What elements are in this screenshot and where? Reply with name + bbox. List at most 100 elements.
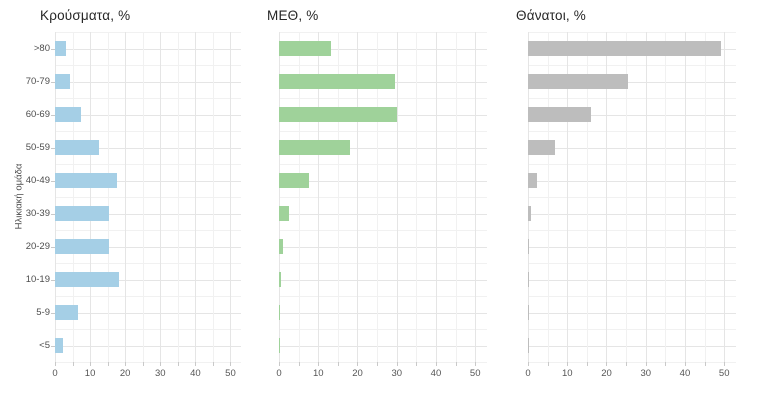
- gridline-vertical: [704, 32, 706, 362]
- gridline-horizontal-minor: [279, 98, 487, 99]
- gridline-vertical: [455, 32, 457, 362]
- x-axis-tick-label: 20: [119, 368, 131, 379]
- x-axis-tick-label: 30: [391, 368, 403, 379]
- y-axis-tick: [51, 279, 55, 281]
- gridline-horizontal-minor: [55, 230, 241, 231]
- gridline-horizontal-major: [279, 246, 487, 248]
- y-axis-category-label: <5: [39, 340, 50, 351]
- x-axis-tick: [160, 362, 162, 366]
- y-axis-category-label: >80: [33, 43, 50, 54]
- x-axis-tick-label: 50: [225, 368, 236, 379]
- bar: [528, 305, 529, 320]
- chart-title-icu: ΜΕΘ, %: [267, 8, 319, 23]
- gridline-horizontal-minor: [528, 263, 736, 264]
- gridline-vertical: [72, 32, 74, 362]
- x-axis-tick-label: 0: [52, 368, 58, 379]
- gridline-horizontal-minor: [279, 362, 487, 363]
- x-axis-tick-label: 10: [561, 368, 573, 379]
- bar: [55, 173, 118, 188]
- gridline-horizontal-minor: [55, 32, 241, 33]
- gridline-horizontal-minor: [55, 98, 241, 99]
- x-axis-tick: [435, 362, 437, 366]
- gridline-horizontal-major: [55, 114, 241, 116]
- gridline-horizontal-major: [528, 147, 736, 149]
- x-axis-tick: [195, 362, 197, 366]
- gridline-vertical: [142, 32, 144, 362]
- gridline-vertical: [567, 32, 569, 362]
- y-axis-category-label: 40-49: [25, 175, 50, 186]
- x-axis-tick: [724, 362, 726, 366]
- x-axis-tick-label: 0: [525, 368, 531, 379]
- bar: [55, 107, 82, 122]
- gridline-vertical: [90, 32, 92, 362]
- gridline-horizontal-major: [279, 147, 487, 149]
- gridline-horizontal-minor: [279, 32, 487, 33]
- y-axis-title: Ηλικιακή ομάδα: [13, 163, 25, 230]
- gridline-horizontal-major: [55, 279, 241, 281]
- y-axis-category-label: 50-59: [25, 142, 50, 153]
- gridline-vertical: [528, 32, 529, 362]
- x-axis-tick: [567, 362, 569, 366]
- x-axis-tick-label: 40: [190, 368, 201, 379]
- bar: [55, 41, 66, 56]
- gridline-vertical: [177, 32, 179, 362]
- bar: [279, 173, 310, 188]
- bar: [528, 74, 628, 89]
- x-axis-tick: [626, 362, 628, 366]
- chart-title-cases: Κρούσματα, %: [40, 8, 131, 23]
- x-axis-tick: [665, 362, 667, 366]
- gridline-horizontal-minor: [279, 131, 487, 132]
- gridline-horizontal-major: [55, 345, 241, 347]
- y-axis-tick: [51, 114, 55, 116]
- y-axis-tick: [51, 213, 55, 215]
- gridline-vertical: [475, 32, 477, 362]
- gridline-horizontal-minor: [528, 32, 736, 33]
- gridline-vertical: [107, 32, 109, 362]
- gridline-vertical: [377, 32, 379, 362]
- gridline-vertical: [279, 32, 280, 362]
- bar: [279, 338, 280, 353]
- gridline-vertical: [298, 32, 300, 362]
- bar: [528, 272, 529, 287]
- gridline-horizontal-minor: [528, 230, 736, 231]
- gridline-horizontal-minor: [528, 296, 736, 297]
- x-axis-tick: [107, 362, 109, 366]
- gridline-horizontal-major: [279, 345, 487, 347]
- gridline-vertical: [125, 32, 127, 362]
- x-axis-tick-label: 10: [312, 368, 324, 379]
- gridline-horizontal-minor: [279, 263, 487, 264]
- bar: [279, 74, 395, 89]
- gridline-vertical: [586, 32, 588, 362]
- x-axis-tick: [177, 362, 179, 366]
- y-axis-tick: [51, 81, 55, 83]
- x-axis-tick: [72, 362, 74, 366]
- x-axis-tick: [416, 362, 418, 366]
- gridline-horizontal-major: [279, 213, 487, 215]
- x-axis-tick: [606, 362, 608, 366]
- gridline-horizontal-major: [55, 48, 241, 50]
- gridline-horizontal-major: [528, 81, 736, 83]
- gridline-horizontal-minor: [55, 296, 241, 297]
- gridline-horizontal-major: [279, 180, 487, 182]
- y-axis-tick: [51, 48, 55, 50]
- bar: [279, 272, 281, 287]
- x-axis-tick-label: 20: [601, 368, 612, 379]
- bar: [55, 74, 70, 89]
- gridline-vertical: [318, 32, 320, 362]
- gridline-horizontal-major: [279, 279, 487, 281]
- x-axis-tick: [704, 362, 706, 366]
- gridline-horizontal-minor: [55, 263, 241, 264]
- chart-title-deaths: Θάνατοι, %: [516, 8, 587, 23]
- bar: [279, 305, 280, 320]
- gridline-vertical: [606, 32, 608, 362]
- gridline-horizontal-major: [55, 81, 241, 83]
- bar: [279, 41, 332, 56]
- gridline-vertical: [724, 32, 726, 362]
- gridline-horizontal-minor: [279, 329, 487, 330]
- gridline-horizontal-major: [55, 312, 241, 314]
- gridline-horizontal-minor: [55, 362, 241, 363]
- x-axis-tick-label: 10: [84, 368, 96, 379]
- gridline-horizontal-minor: [528, 329, 736, 330]
- x-axis-tick: [142, 362, 144, 366]
- bar: [279, 107, 397, 122]
